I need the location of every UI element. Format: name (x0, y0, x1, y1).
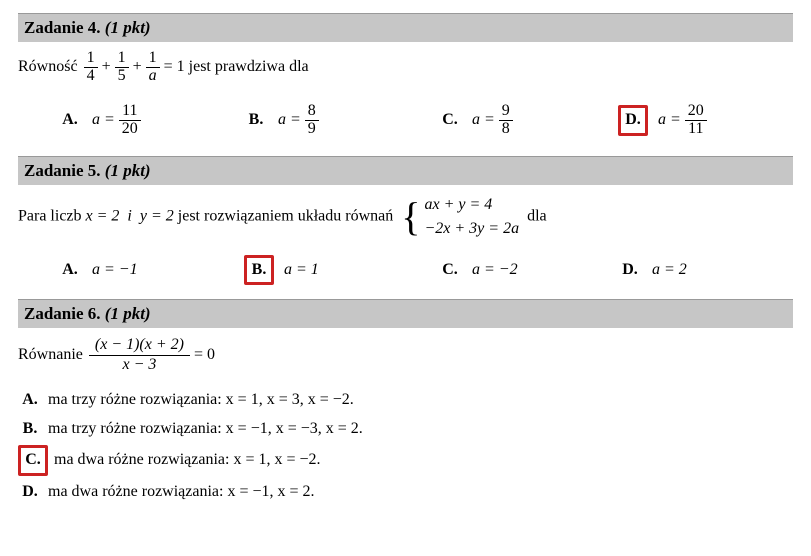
option-a-text: ma trzy różne rozwiązania: x = 1, x = 3,… (48, 389, 354, 411)
task-4-title: Zadanie 4. (24, 18, 101, 37)
task-4-stem: Równość 14 + 15 + 1a = 1 jest prawdziwa … (18, 50, 793, 85)
option-d-letter: D. (18, 480, 42, 504)
stem-pre: Równość (18, 58, 78, 75)
stem-pre: Równanie (18, 346, 83, 363)
task-5-title: Zadanie 5. (24, 161, 101, 180)
option-a-letter: A. (58, 258, 82, 282)
task-4-points: (1 pkt) (105, 18, 151, 37)
option-d-value: a = 2 (652, 259, 687, 281)
stem-post: jest prawdziwa dla (189, 58, 309, 75)
option-c-text: ma dwa różne rozwiązania: x = 1, x = −2. (54, 449, 321, 471)
option-b-text: ma trzy różne rozwiązania: x = −1, x = −… (48, 418, 363, 440)
stem-pre: Para liczb (18, 208, 82, 225)
option-a-letter: A. (58, 108, 82, 132)
equation: (x − 1)(x + 2)x − 3 = 0 (87, 336, 215, 375)
option-a-value: a = −1 (92, 259, 138, 281)
system-row-2: −2x + 3y = 2a (424, 218, 519, 240)
option-b-letter: B. (18, 417, 42, 441)
option-b-value: a = 1 (284, 259, 319, 281)
task-6-options: A. ma trzy różne rozwiązania: x = 1, x =… (18, 388, 793, 504)
option-d-letter: D. (618, 258, 642, 282)
task-4-options: A. a = 1120 B. a = 89 C. a = 98 D. a = 2… (18, 98, 793, 142)
option-c-value: a = −2 (472, 259, 518, 281)
option-d-value: a = 2011 (658, 103, 709, 138)
option-d-letter: D. (618, 105, 648, 135)
stem-mid: jest rozwiązaniem układu równań (178, 208, 393, 225)
task-6-points: (1 pkt) (105, 304, 151, 323)
task-6-title: Zadanie 6. (24, 304, 101, 323)
system-row-1: ax + y = 4 (424, 194, 519, 216)
task-6-stem: Równanie (x − 1)(x + 2)x − 3 = 0 (18, 336, 793, 375)
option-a-value: a = 1120 (92, 103, 143, 138)
task-6-header: Zadanie 6. (1 pkt) (18, 299, 793, 328)
stem-vals: x = 2 i y = 2 (86, 208, 174, 225)
option-b-letter: B. (244, 108, 268, 132)
task-5-points: (1 pkt) (105, 161, 151, 180)
left-brace-icon: { (401, 199, 420, 235)
task-5-header: Zadanie 5. (1 pkt) (18, 156, 793, 185)
option-c-value: a = 98 (472, 103, 515, 138)
equation: 14 + 15 + 1a = 1 (82, 50, 185, 85)
equation-system: { ax + y = 4 −2x + 3y = 2a (401, 193, 519, 241)
option-c-letter: C. (438, 258, 462, 282)
option-b-value: a = 89 (278, 103, 321, 138)
option-c-letter: C. (438, 108, 462, 132)
task-5-options: A. a = −1 B. a = 1 C. a = −2 D. a = 2 (18, 255, 793, 285)
option-b-letter: B. (244, 255, 274, 285)
option-a-letter: A. (18, 388, 42, 412)
task-5-stem: Para liczb x = 2 i y = 2 jest rozwiązani… (18, 193, 793, 241)
stem-post: dla (527, 208, 547, 225)
task-4-header: Zadanie 4. (1 pkt) (18, 13, 793, 42)
option-d-text: ma dwa różne rozwiązania: x = −1, x = 2. (48, 481, 315, 503)
option-c-letter: C. (18, 445, 48, 475)
